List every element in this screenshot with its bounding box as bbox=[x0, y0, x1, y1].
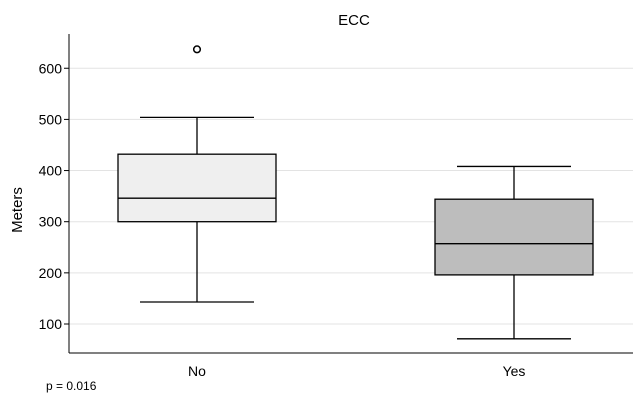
y-axis-label: Meters bbox=[9, 187, 26, 233]
y-tick-label: 600 bbox=[39, 60, 63, 76]
y-tick-label: 400 bbox=[39, 163, 63, 179]
outlier-point bbox=[192, 45, 202, 54]
plot-area: 100 200 300 400 500 600 No Yes bbox=[39, 34, 633, 379]
y-tick-label: 100 bbox=[39, 316, 63, 332]
y-tick-label: 500 bbox=[39, 111, 63, 127]
x-category-label: Yes bbox=[503, 363, 526, 379]
y-tick-label: 300 bbox=[39, 214, 63, 230]
x-category-label: No bbox=[188, 363, 206, 379]
chart-title: ECC bbox=[338, 12, 370, 29]
box-iqr bbox=[434, 198, 594, 276]
box-iqr bbox=[117, 153, 277, 223]
y-tick-label: 200 bbox=[39, 265, 63, 281]
p-value-note: p = 0.016 bbox=[46, 379, 97, 393]
